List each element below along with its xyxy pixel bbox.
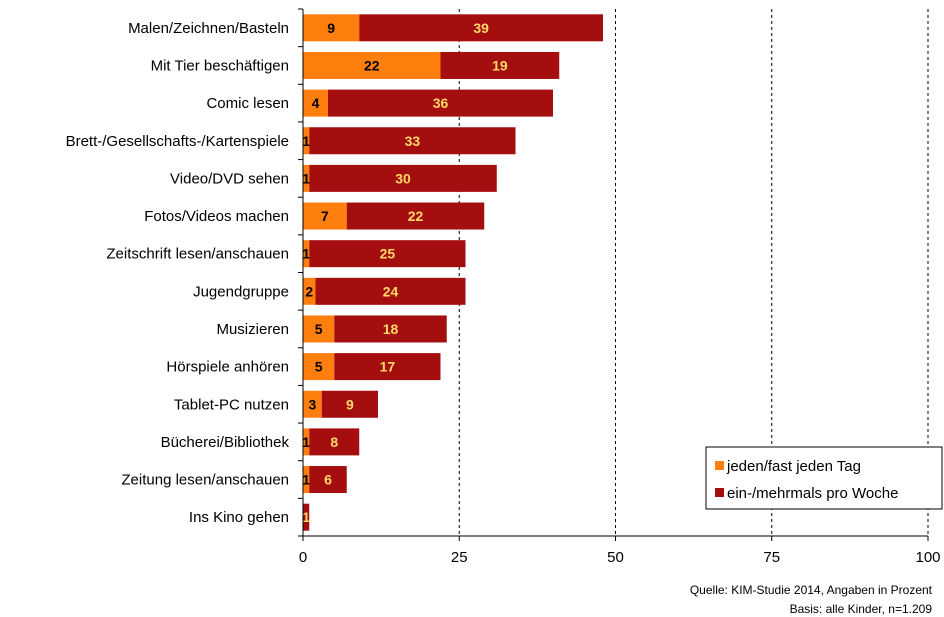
bar-daily xyxy=(303,51,441,79)
bar-daily xyxy=(303,428,310,456)
data-label: 3 xyxy=(308,396,316,412)
data-label: 1 xyxy=(302,170,310,186)
bar-daily xyxy=(303,202,347,230)
bar-weekly xyxy=(309,428,360,456)
data-label: 1 xyxy=(302,133,310,149)
data-label: 1 xyxy=(302,509,310,525)
data-label: 1 xyxy=(302,472,310,488)
category-label: Brett-/Gesellschafts-/Kartenspiele xyxy=(66,133,289,150)
legend-box xyxy=(705,446,943,510)
bar-weekly xyxy=(359,14,603,42)
x-tick-label: 75 xyxy=(763,549,780,566)
data-label: 25 xyxy=(380,246,396,262)
bar-weekly xyxy=(334,315,447,343)
data-label: 5 xyxy=(315,359,323,375)
bar-weekly xyxy=(315,277,466,305)
category-label: Bücherei/Bibliothek xyxy=(161,434,290,451)
data-label: 39 xyxy=(473,20,489,36)
data-label: 2 xyxy=(305,283,313,299)
category-label: Mit Tier beschäftigen xyxy=(151,57,289,74)
category-label: Musizieren xyxy=(216,321,289,338)
bar-daily xyxy=(303,277,316,305)
bar-weekly xyxy=(309,240,466,268)
data-label: 5 xyxy=(315,321,323,337)
category-label: Malen/Zeichnen/Basteln xyxy=(128,20,289,37)
bar-weekly xyxy=(328,89,553,117)
legend-swatch xyxy=(715,461,724,470)
legend: jeden/fast jeden Tag ein-/mehrmals pro Wo… xyxy=(705,446,943,510)
bar-daily xyxy=(303,240,310,268)
bar-daily xyxy=(303,466,310,494)
data-label: 33 xyxy=(405,133,421,149)
x-axis: 0 25 50 75 100 xyxy=(298,8,941,566)
data-label: 4 xyxy=(312,95,320,111)
bar-daily xyxy=(303,315,335,343)
data-label: 22 xyxy=(408,208,424,224)
x-tick-label: 100 xyxy=(915,549,940,566)
data-label: 30 xyxy=(395,170,411,186)
x-tick-label: 25 xyxy=(451,549,468,566)
bar-weekly xyxy=(334,353,441,381)
bar-daily xyxy=(303,127,310,155)
data-label: 1 xyxy=(302,246,310,262)
bar-weekly xyxy=(440,51,560,79)
data-label: 7 xyxy=(321,208,329,224)
data-label: 9 xyxy=(346,396,354,412)
category-label: Zeitung lesen/anschauen xyxy=(121,472,289,489)
bar-weekly xyxy=(303,503,310,531)
category-label: Tablet-PC nutzen xyxy=(174,396,289,413)
bar-weekly xyxy=(309,127,516,155)
category-label: Hörspiele anhören xyxy=(166,359,289,376)
category-label: Jugendgruppe xyxy=(193,283,289,300)
category-labels: Malen/Zeichnen/Basteln Mit Tier beschäfti… xyxy=(66,20,290,526)
data-label: 6 xyxy=(324,472,332,488)
bar-weekly xyxy=(346,202,485,230)
bar-daily xyxy=(303,14,360,42)
source-line-2: Basis: alle Kinder, n=1.209 xyxy=(789,602,932,616)
bar-weekly xyxy=(309,466,347,494)
bar-daily xyxy=(303,89,328,117)
data-label: 1 xyxy=(302,434,310,450)
legend-label: ein-/mehrmals pro Woche xyxy=(727,485,898,502)
legend-swatch xyxy=(715,488,724,497)
x-tick-label: 50 xyxy=(607,549,624,566)
data-label: 9 xyxy=(327,20,335,36)
category-label: Video/DVD sehen xyxy=(170,170,289,187)
data-label: 17 xyxy=(380,359,396,375)
x-tick-label: 0 xyxy=(299,549,307,566)
data-label: 19 xyxy=(492,57,508,73)
data-label: 22 xyxy=(364,57,380,73)
bar-weekly xyxy=(321,390,378,418)
category-label: Ins Kino gehen xyxy=(189,509,289,526)
bar-daily xyxy=(303,164,310,192)
source-line-1: Quelle: KIM-Studie 2014, Angaben in Proz… xyxy=(689,583,932,597)
bar-daily xyxy=(303,353,335,381)
category-label: Zeitschrift lesen/anschauen xyxy=(106,246,289,263)
bar-weekly xyxy=(309,164,497,192)
bar-daily xyxy=(303,390,322,418)
data-label: 24 xyxy=(383,283,399,299)
category-label: Comic lesen xyxy=(206,95,289,112)
data-label: 8 xyxy=(330,434,338,450)
data-label: 18 xyxy=(383,321,399,337)
category-label: Fotos/Videos machen xyxy=(144,208,289,225)
data-label: 36 xyxy=(433,95,449,111)
legend-label: jeden/fast jeden Tag xyxy=(726,458,861,475)
